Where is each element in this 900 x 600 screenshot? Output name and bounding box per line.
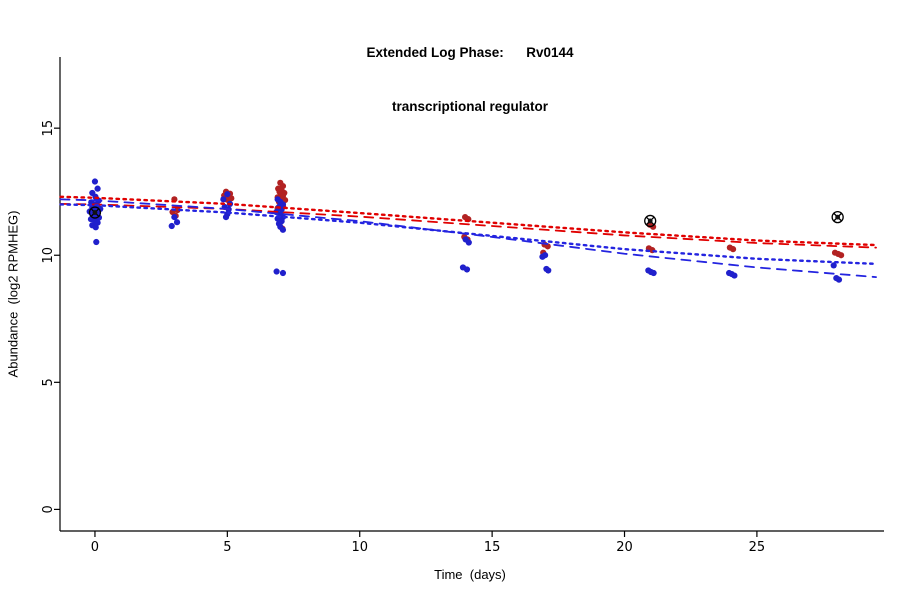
chart-title-line2: transcriptional regulator: [391, 99, 549, 114]
svg-text:0: 0: [41, 505, 56, 513]
svg-text:20: 20: [616, 540, 633, 555]
svg-text:5: 5: [41, 378, 56, 386]
chart-title: Extended Log Phase: Rv0144 transcription…: [40, 8, 900, 152]
svg-text:15: 15: [484, 540, 501, 555]
x-axis-label: Time (days): [434, 567, 506, 582]
svg-text:0: 0: [91, 540, 99, 555]
svg-text:5: 5: [223, 540, 231, 555]
svg-text:10: 10: [41, 247, 56, 264]
svg-text:25: 25: [749, 540, 766, 555]
svg-text:10: 10: [351, 540, 368, 555]
svg-text:15: 15: [41, 120, 56, 137]
chart-title-line1: Extended Log Phase: Rv0144: [366, 45, 574, 60]
